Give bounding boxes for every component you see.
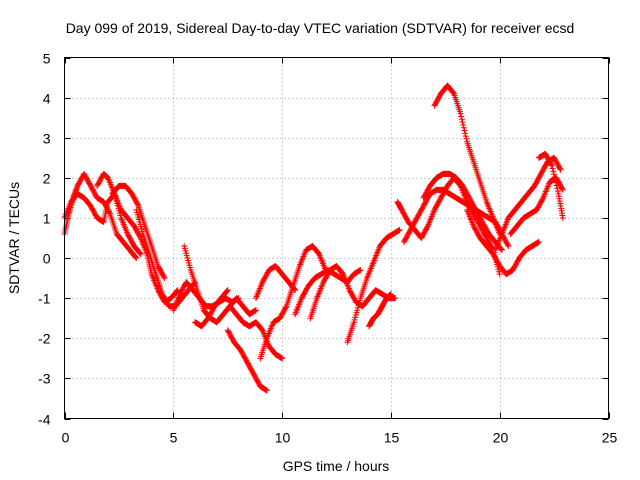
series-s24 xyxy=(535,150,566,221)
x-tick-label: 5 xyxy=(170,430,178,446)
data-point xyxy=(457,110,464,117)
y-tick-label: 5 xyxy=(43,51,51,67)
series-s1 xyxy=(61,170,140,262)
data-point xyxy=(556,165,563,172)
data-point xyxy=(279,355,286,362)
series-s10 xyxy=(226,303,286,362)
data-point xyxy=(559,186,566,193)
data-point xyxy=(282,304,289,311)
data-point xyxy=(462,130,469,137)
y-tick-label: -2 xyxy=(38,331,51,347)
data-point xyxy=(554,185,561,192)
data-point xyxy=(559,214,566,221)
data-point xyxy=(552,179,559,186)
y-tick-label: 1 xyxy=(43,211,51,227)
data-point xyxy=(392,295,399,302)
data-points xyxy=(61,82,566,394)
data-point xyxy=(460,121,467,128)
series-s23 xyxy=(507,174,566,237)
y-axis-label: SDTVAR / TECUs xyxy=(6,182,22,294)
data-point xyxy=(387,291,394,298)
data-point xyxy=(539,196,546,203)
data-point xyxy=(133,255,140,262)
chart-title: Day 099 of 2019, Sidereal Day-to-day VTE… xyxy=(66,20,575,36)
data-point xyxy=(505,243,512,250)
data-point xyxy=(137,251,144,258)
series-s9 xyxy=(224,327,270,394)
data-point xyxy=(504,241,511,248)
data-point xyxy=(557,166,564,173)
data-point xyxy=(424,224,431,231)
data-point xyxy=(252,307,259,314)
data-point xyxy=(548,161,555,168)
x-tick-label: 10 xyxy=(275,430,291,446)
data-point xyxy=(396,226,403,233)
data-point xyxy=(106,209,113,216)
data-point xyxy=(535,239,542,246)
data-point xyxy=(550,171,557,178)
data-point xyxy=(458,113,465,120)
y-tick-label: -4 xyxy=(38,412,51,428)
series-s12 xyxy=(257,243,329,362)
data-point xyxy=(552,176,559,183)
data-point xyxy=(357,267,364,274)
data-point xyxy=(137,250,144,257)
data-point xyxy=(160,273,167,280)
x-tick-label: 25 xyxy=(602,430,618,446)
data-point xyxy=(554,188,561,195)
data-point xyxy=(132,254,139,261)
data-point xyxy=(550,168,557,175)
data-point xyxy=(498,246,505,253)
data-point xyxy=(548,162,555,169)
data-point xyxy=(134,201,141,208)
x-tick-label: 15 xyxy=(384,430,400,446)
y-tick-label: 2 xyxy=(43,171,51,187)
series-s19 xyxy=(431,82,503,237)
data-point xyxy=(559,185,566,192)
series-s4 xyxy=(109,182,168,282)
data-point xyxy=(551,174,558,181)
data-point xyxy=(224,287,231,294)
x-tick-label: 20 xyxy=(493,430,509,446)
x-axis-label: GPS time / hours xyxy=(283,458,390,474)
y-tick-labels: -4 -3 -2 -1 0 1 2 3 4 5 xyxy=(38,51,51,428)
data-point xyxy=(458,116,465,123)
series-s7 xyxy=(181,243,259,326)
series-s15 xyxy=(344,226,403,346)
data-point xyxy=(263,387,270,394)
series-s3 xyxy=(94,170,181,306)
data-point xyxy=(460,124,467,131)
data-point xyxy=(549,165,556,172)
series-s16 xyxy=(366,291,394,330)
y-tick-label: -3 xyxy=(38,371,51,387)
data-point xyxy=(553,182,560,189)
data-point xyxy=(450,89,457,96)
data-point xyxy=(137,233,144,240)
x-tick-label: 0 xyxy=(62,430,70,446)
series-s8 xyxy=(192,287,231,330)
x-tick-labels: 0 5 10 15 20 25 xyxy=(62,430,618,446)
y-tick-label: -1 xyxy=(38,291,51,307)
data-point xyxy=(496,271,503,278)
data-point xyxy=(461,127,468,134)
series-s21 xyxy=(464,206,542,278)
data-point xyxy=(463,135,470,142)
y-tick-label: 4 xyxy=(43,91,51,107)
y-tick-label: 3 xyxy=(43,131,51,147)
data-point xyxy=(498,247,505,254)
data-point xyxy=(462,133,469,140)
y-tick-label: 0 xyxy=(43,251,51,267)
gridlines xyxy=(64,57,609,419)
data-point xyxy=(224,287,231,294)
data-point xyxy=(161,275,168,282)
series-s22 xyxy=(492,154,564,254)
plot-frame xyxy=(64,57,609,419)
data-point xyxy=(459,119,466,126)
